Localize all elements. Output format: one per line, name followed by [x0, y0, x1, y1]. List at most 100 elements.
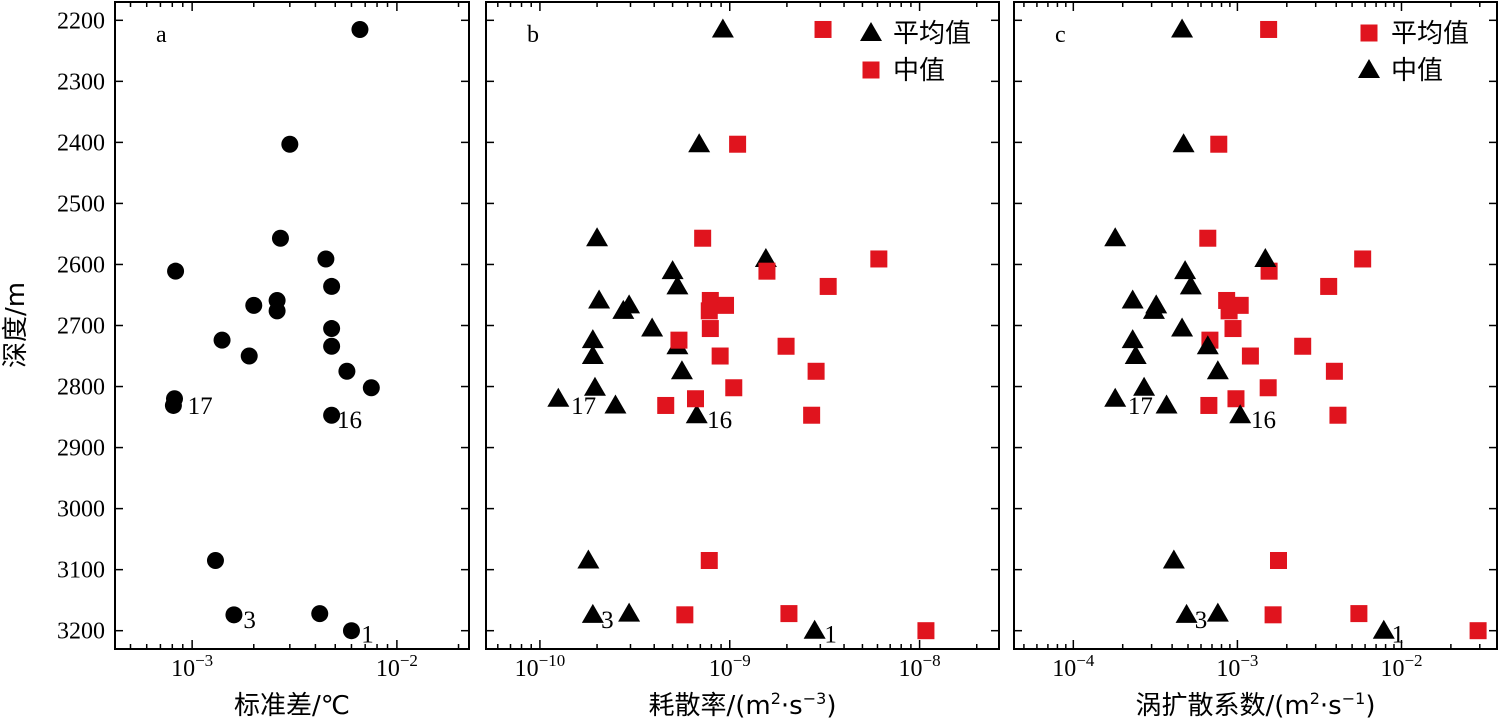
data-point — [1320, 277, 1338, 295]
y-tick-label: 2400 — [57, 130, 105, 156]
data-point — [670, 360, 693, 380]
data-point — [612, 299, 635, 319]
data-point — [1172, 133, 1195, 153]
data-point — [362, 379, 380, 397]
data-point — [311, 605, 329, 623]
legend-label: 中值 — [893, 56, 945, 86]
x-tick-label: 10−4 — [1052, 651, 1095, 682]
legend-marker — [1358, 59, 1380, 78]
data-point — [685, 404, 708, 424]
data-point — [323, 320, 341, 338]
data-point — [688, 133, 711, 153]
data-point — [323, 277, 341, 295]
data-point — [694, 229, 712, 247]
data-point — [1206, 360, 1229, 380]
plot-frame — [485, 1, 1000, 650]
x-tick-label: 10−10 — [515, 651, 566, 682]
data-point — [577, 549, 600, 569]
data-point — [547, 387, 570, 407]
y-axis-label: 深度/m — [1, 282, 31, 368]
data-point — [1260, 20, 1278, 38]
y-tick-label: 3200 — [57, 619, 105, 645]
point-annotation: 17 — [188, 393, 213, 420]
legend-marker — [860, 22, 882, 41]
data-point — [711, 18, 734, 38]
data-point — [1121, 329, 1144, 349]
data-point — [701, 320, 719, 338]
data-point — [1200, 396, 1218, 414]
y-tick-label: 3100 — [57, 558, 105, 584]
point-annotation: 3 — [1195, 607, 1208, 634]
data-point — [1224, 320, 1242, 338]
series-0 — [547, 18, 826, 639]
data-point — [338, 362, 356, 380]
y-tick-label: 3000 — [57, 497, 105, 523]
point-annotation: 1 — [1392, 622, 1405, 649]
data-point — [1206, 602, 1229, 622]
plot-frame — [114, 1, 470, 650]
legend-label: 平均值 — [1391, 19, 1469, 49]
data-point — [1104, 227, 1127, 247]
data-point — [1220, 302, 1238, 320]
panel-label: c — [1055, 22, 1066, 48]
data-point — [780, 605, 798, 623]
panels: 2200 2300 2400 2500 2600 2700 2800 2900 3000 3100… — [57, 1, 1498, 721]
data-point — [1325, 362, 1343, 380]
data-point — [1354, 250, 1372, 268]
point-annotation: 16 — [337, 407, 362, 434]
data-point — [323, 337, 341, 355]
data-point — [803, 619, 826, 639]
series-1 — [657, 20, 935, 640]
y-tick-label: 2500 — [57, 191, 105, 217]
legend-marker — [1360, 24, 1378, 42]
data-point — [666, 275, 689, 295]
data-point — [1264, 606, 1282, 624]
y-tick-label: 2300 — [57, 69, 105, 95]
legend-label: 中值 — [1391, 56, 1443, 86]
data-point — [725, 379, 743, 397]
data-point — [213, 331, 231, 349]
point-annotation: 16 — [1251, 407, 1276, 434]
data-point — [717, 296, 735, 314]
point-annotation: 3 — [243, 607, 256, 634]
plot-frame — [1013, 1, 1498, 650]
data-point — [1142, 299, 1165, 319]
data-point — [342, 622, 360, 640]
data-point — [167, 262, 185, 280]
data-point — [588, 289, 611, 309]
data-point — [700, 302, 718, 320]
x-tick-label: 10−3 — [171, 651, 213, 682]
data-point — [581, 603, 604, 623]
data-point — [1227, 390, 1245, 408]
legend-label: 平均值 — [893, 19, 971, 49]
data-point — [754, 247, 777, 267]
data-point — [351, 20, 369, 38]
data-point — [814, 20, 832, 38]
data-point — [777, 337, 795, 355]
point-annotation: 17 — [1128, 393, 1153, 420]
data-point — [1133, 376, 1156, 396]
data-point — [604, 394, 627, 414]
point-annotation: 17 — [571, 393, 596, 420]
x-axis-title: 标准差/℃ — [234, 691, 350, 721]
data-point — [1229, 404, 1252, 424]
data-point — [1294, 337, 1312, 355]
data-point — [206, 551, 224, 569]
data-point — [1174, 260, 1197, 280]
series-0 — [164, 20, 380, 640]
data-point — [641, 317, 664, 337]
data-point — [317, 250, 335, 268]
data-point — [618, 602, 641, 622]
data-point — [758, 262, 776, 280]
data-point — [281, 135, 299, 153]
y-tick-label: 2200 — [57, 8, 105, 34]
panel-label: b — [527, 22, 539, 48]
y-tick-label: 2600 — [57, 252, 105, 278]
panel-label: a — [156, 22, 167, 48]
data-point — [1175, 603, 1198, 623]
data-point — [686, 390, 704, 408]
y-tick-label: 2700 — [57, 314, 105, 340]
data-point — [1241, 347, 1259, 365]
